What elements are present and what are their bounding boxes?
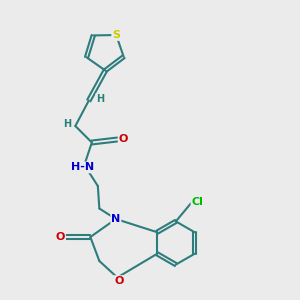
Text: O: O (56, 232, 65, 242)
Text: O: O (119, 134, 128, 145)
Text: H: H (63, 118, 71, 129)
Text: S: S (112, 30, 120, 40)
Text: H-N: H-N (71, 162, 94, 172)
Text: H: H (96, 94, 104, 104)
Text: N: N (111, 214, 121, 224)
Text: O: O (114, 276, 124, 286)
Text: Cl: Cl (191, 197, 203, 207)
